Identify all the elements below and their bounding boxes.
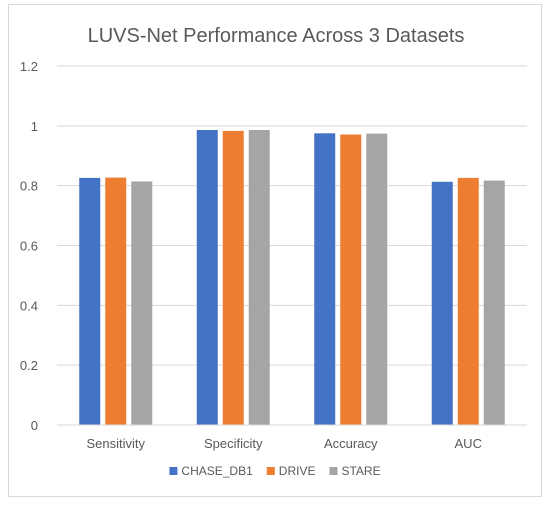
legend-item: DRIVE bbox=[266, 464, 316, 478]
bar-stare-sensitivity bbox=[131, 181, 153, 425]
bars bbox=[79, 130, 505, 426]
bar-stare-specificity bbox=[248, 130, 270, 425]
x-tick-label: AUC bbox=[455, 436, 482, 451]
bar-drive-specificity bbox=[222, 130, 244, 425]
bar-chase-db1-accuracy bbox=[314, 133, 336, 425]
y-axis-tick-labels: 0 0.2 0.4 0.6 0.8 1 1.2 bbox=[20, 59, 38, 433]
legend: CHASE_DB1 DRIVE STARE bbox=[169, 464, 381, 478]
bar-chase-db1-auc bbox=[431, 181, 453, 425]
bar-drive-accuracy bbox=[340, 134, 362, 426]
y-tick-label: 0 bbox=[31, 418, 38, 433]
bar-stare-accuracy bbox=[366, 133, 388, 425]
bar-stare-auc bbox=[483, 180, 505, 425]
legend-label: CHASE_DB1 bbox=[181, 464, 253, 478]
legend-swatch bbox=[329, 467, 338, 475]
bar-drive-auc bbox=[457, 177, 479, 425]
y-tick-label: 0.6 bbox=[20, 239, 38, 254]
chart-title: LUVS-Net Performance Across 3 Datasets bbox=[88, 25, 465, 47]
bar-drive-sensitivity bbox=[105, 177, 127, 425]
y-tick-label: 0.4 bbox=[20, 298, 38, 313]
y-tick-label: 1 bbox=[31, 119, 38, 134]
x-tick-label: Specificity bbox=[204, 436, 263, 451]
x-axis-category-labels: Sensitivity Specificity Accuracy AUC bbox=[86, 436, 481, 451]
bar-chase-db1-sensitivity bbox=[79, 177, 101, 425]
legend-swatch bbox=[266, 467, 275, 475]
legend-item: STARE bbox=[329, 464, 381, 478]
legend-label: STARE bbox=[341, 464, 380, 478]
legend-label: DRIVE bbox=[279, 464, 316, 478]
x-tick-label: Accuracy bbox=[324, 436, 378, 451]
legend-item: CHASE_DB1 bbox=[169, 464, 253, 478]
y-tick-label: 1.2 bbox=[20, 59, 38, 74]
bar-chase-db1-specificity bbox=[196, 130, 218, 425]
y-tick-label: 0.2 bbox=[20, 358, 38, 373]
y-tick-label: 0.8 bbox=[20, 179, 38, 194]
x-tick-label: Sensitivity bbox=[86, 436, 145, 451]
legend-swatch bbox=[169, 467, 178, 475]
